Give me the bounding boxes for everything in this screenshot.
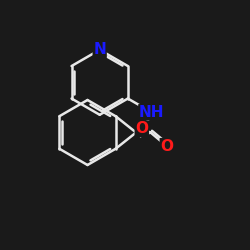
Text: O: O: [135, 122, 148, 136]
Text: NH: NH: [139, 105, 164, 120]
Text: O: O: [160, 139, 173, 154]
Text: N: N: [93, 42, 106, 57]
